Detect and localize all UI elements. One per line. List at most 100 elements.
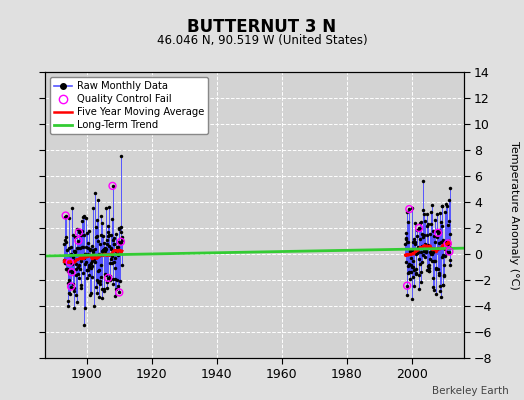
Point xyxy=(113,276,122,283)
Point xyxy=(423,211,431,218)
Point xyxy=(414,286,423,292)
Text: Berkeley Earth: Berkeley Earth xyxy=(432,386,508,396)
Point xyxy=(113,250,122,256)
Point xyxy=(114,239,123,245)
Point xyxy=(418,231,427,238)
Point xyxy=(79,214,88,220)
Point xyxy=(101,247,109,253)
Point xyxy=(423,232,431,238)
Y-axis label: Temperature Anomaly (°C): Temperature Anomaly (°C) xyxy=(509,141,519,289)
Point xyxy=(415,256,423,262)
Point xyxy=(101,271,110,278)
Point xyxy=(429,283,437,290)
Point xyxy=(100,286,108,292)
Point xyxy=(113,243,121,250)
Point xyxy=(433,266,442,272)
Point xyxy=(92,233,101,239)
Point xyxy=(93,290,102,296)
Point xyxy=(102,246,110,252)
Point xyxy=(74,264,82,270)
Point xyxy=(117,238,125,245)
Point xyxy=(111,255,119,262)
Point xyxy=(421,254,429,260)
Point xyxy=(412,251,420,257)
Point xyxy=(409,282,418,289)
Point xyxy=(100,240,108,246)
Point xyxy=(401,259,410,266)
Point xyxy=(430,286,438,293)
Point xyxy=(91,258,99,265)
Point xyxy=(116,240,124,246)
Point xyxy=(93,277,101,284)
Point xyxy=(437,218,445,225)
Point xyxy=(436,229,445,236)
Point xyxy=(72,265,81,272)
Point xyxy=(78,227,86,234)
Point xyxy=(99,247,107,253)
Point xyxy=(445,248,454,255)
Point xyxy=(112,249,121,255)
Point xyxy=(115,225,123,232)
Point xyxy=(106,273,114,279)
Point xyxy=(432,266,440,273)
Point xyxy=(94,268,103,274)
Point xyxy=(108,260,116,267)
Point xyxy=(68,269,77,276)
Point xyxy=(64,268,72,274)
Point xyxy=(417,249,425,255)
Point xyxy=(102,272,110,278)
Point xyxy=(434,230,442,236)
Point xyxy=(422,242,431,248)
Point xyxy=(67,244,75,250)
Point xyxy=(67,268,75,274)
Point xyxy=(74,226,83,233)
Point xyxy=(99,233,107,240)
Point xyxy=(78,255,86,262)
Point xyxy=(90,252,99,258)
Point xyxy=(74,238,83,244)
Point xyxy=(80,322,88,328)
Point xyxy=(89,247,97,253)
Point xyxy=(413,248,422,255)
Point xyxy=(438,203,446,209)
Point xyxy=(434,240,443,246)
Point xyxy=(425,267,433,274)
Point xyxy=(413,249,422,256)
Point xyxy=(432,228,441,234)
Point xyxy=(406,247,414,254)
Point xyxy=(413,232,421,239)
Point xyxy=(407,248,415,254)
Point xyxy=(70,304,78,311)
Point xyxy=(405,206,413,212)
Point xyxy=(100,288,108,294)
Point xyxy=(62,266,70,272)
Point xyxy=(102,241,111,248)
Point xyxy=(412,250,421,256)
Point xyxy=(78,244,86,250)
Point xyxy=(92,234,101,240)
Point xyxy=(109,281,117,288)
Point xyxy=(61,212,70,219)
Point xyxy=(405,268,413,275)
Point xyxy=(403,262,412,269)
Point xyxy=(412,271,420,278)
Point xyxy=(417,218,425,225)
Point xyxy=(96,213,105,220)
Point xyxy=(112,286,121,292)
Point xyxy=(422,241,430,248)
Point xyxy=(93,217,101,223)
Point xyxy=(411,241,419,247)
Point xyxy=(426,231,434,238)
Point xyxy=(424,268,433,274)
Point xyxy=(104,275,112,281)
Point xyxy=(402,236,410,242)
Point xyxy=(105,232,113,238)
Point xyxy=(402,235,410,241)
Point xyxy=(441,240,450,247)
Point xyxy=(92,284,100,290)
Point xyxy=(427,250,435,257)
Point xyxy=(433,210,441,217)
Point xyxy=(88,258,96,264)
Point xyxy=(81,305,90,312)
Point xyxy=(418,243,426,250)
